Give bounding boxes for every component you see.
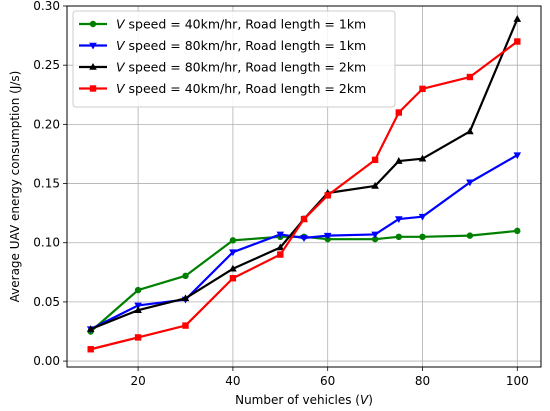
data-point xyxy=(181,294,190,302)
legend-marker xyxy=(89,63,97,70)
legend: V speed = 40km/hr, Road length = 1km V sp… xyxy=(72,10,396,108)
data-point xyxy=(395,233,402,241)
legend-label: V speed = 80km/hr, Road length = 2km xyxy=(116,60,366,75)
legend-marker xyxy=(89,20,97,28)
data-point xyxy=(395,109,402,116)
x-axis-title-post: ) xyxy=(368,393,373,407)
data-point xyxy=(513,152,522,160)
data-point xyxy=(514,38,521,45)
x-tick-label: 100 xyxy=(506,374,529,388)
ticks: 20 40 60 80 100 0.00 0.05 0.10 0.15 0.20 0.25 0.30 xyxy=(33,0,528,388)
data-point xyxy=(466,179,474,187)
data-point xyxy=(371,156,379,164)
legend-label: V speed = 40km/hr, Road length = 2km xyxy=(116,81,366,96)
data-point xyxy=(324,192,331,199)
data-point xyxy=(395,216,403,224)
legend-marker xyxy=(89,42,97,50)
data-point xyxy=(514,227,521,235)
data-point xyxy=(466,127,474,135)
data-point xyxy=(229,249,237,257)
x-tick-label: 20 xyxy=(130,374,145,388)
data-point xyxy=(229,237,237,244)
data-point xyxy=(300,215,308,223)
series-line xyxy=(89,229,518,333)
data-point xyxy=(182,322,189,329)
y-tick-label: 0.10 xyxy=(33,236,60,250)
x-axis-title: Number of vehicles (V) xyxy=(235,393,373,407)
x-tick-label: 60 xyxy=(320,374,335,388)
data-point xyxy=(134,302,142,310)
series-group xyxy=(86,15,522,353)
data-point xyxy=(134,286,142,294)
y-tick-label: 0.15 xyxy=(33,177,60,191)
y-axis-title: Average UAV energy consumption (J/s) xyxy=(8,71,22,303)
data-point xyxy=(419,85,426,93)
x-axis-title-var: V xyxy=(360,393,369,407)
plot-frame xyxy=(66,5,542,368)
data-point xyxy=(418,154,427,162)
data-point xyxy=(134,306,142,313)
y-tick-label: 0.30 xyxy=(33,0,60,13)
data-point xyxy=(229,275,237,282)
data-point xyxy=(300,235,308,242)
data-point xyxy=(276,231,285,239)
series-line xyxy=(90,40,518,351)
legend-label: V speed = 40km/hr, Road length = 1km xyxy=(116,17,366,32)
y-tick-label: 0.20 xyxy=(33,117,60,131)
legend-entry: V speed = 40km/hr, Road length = 1km xyxy=(79,17,366,32)
data-point xyxy=(371,231,379,239)
data-point xyxy=(466,73,474,81)
data-point xyxy=(134,334,142,341)
data-point xyxy=(419,233,426,241)
legend-marker xyxy=(89,85,97,92)
data-point xyxy=(371,181,379,189)
data-point xyxy=(277,251,284,258)
data-point xyxy=(323,232,332,240)
legend-entry: V speed = 80km/hr, Road length = 2km xyxy=(79,60,366,75)
legend-label: V speed = 80km/hr, Road length = 1km xyxy=(116,38,366,53)
x-axis-title-pre: Number of vehicles ( xyxy=(235,393,360,407)
legend-box xyxy=(72,10,396,108)
series-4 xyxy=(87,38,521,353)
data-point xyxy=(513,15,522,22)
y-tick-label: 0.25 xyxy=(33,58,60,72)
data-point xyxy=(276,243,285,251)
data-point xyxy=(395,157,403,164)
legend-entry: V speed = 80km/hr, Road length = 1km xyxy=(79,38,366,53)
y-tick-label: 0.05 xyxy=(33,295,60,309)
data-point xyxy=(182,272,189,280)
data-point xyxy=(371,235,379,243)
data-point xyxy=(86,325,95,332)
data-point xyxy=(229,264,237,272)
legend-entry: V speed = 40km/hr, Road length = 2km xyxy=(79,81,366,96)
data-point xyxy=(466,232,474,239)
y-tick-label: 0.00 xyxy=(33,354,60,368)
x-tick-label: 80 xyxy=(415,374,430,388)
data-point xyxy=(87,346,94,353)
data-point xyxy=(418,213,427,221)
x-tick-label: 40 xyxy=(225,374,240,388)
